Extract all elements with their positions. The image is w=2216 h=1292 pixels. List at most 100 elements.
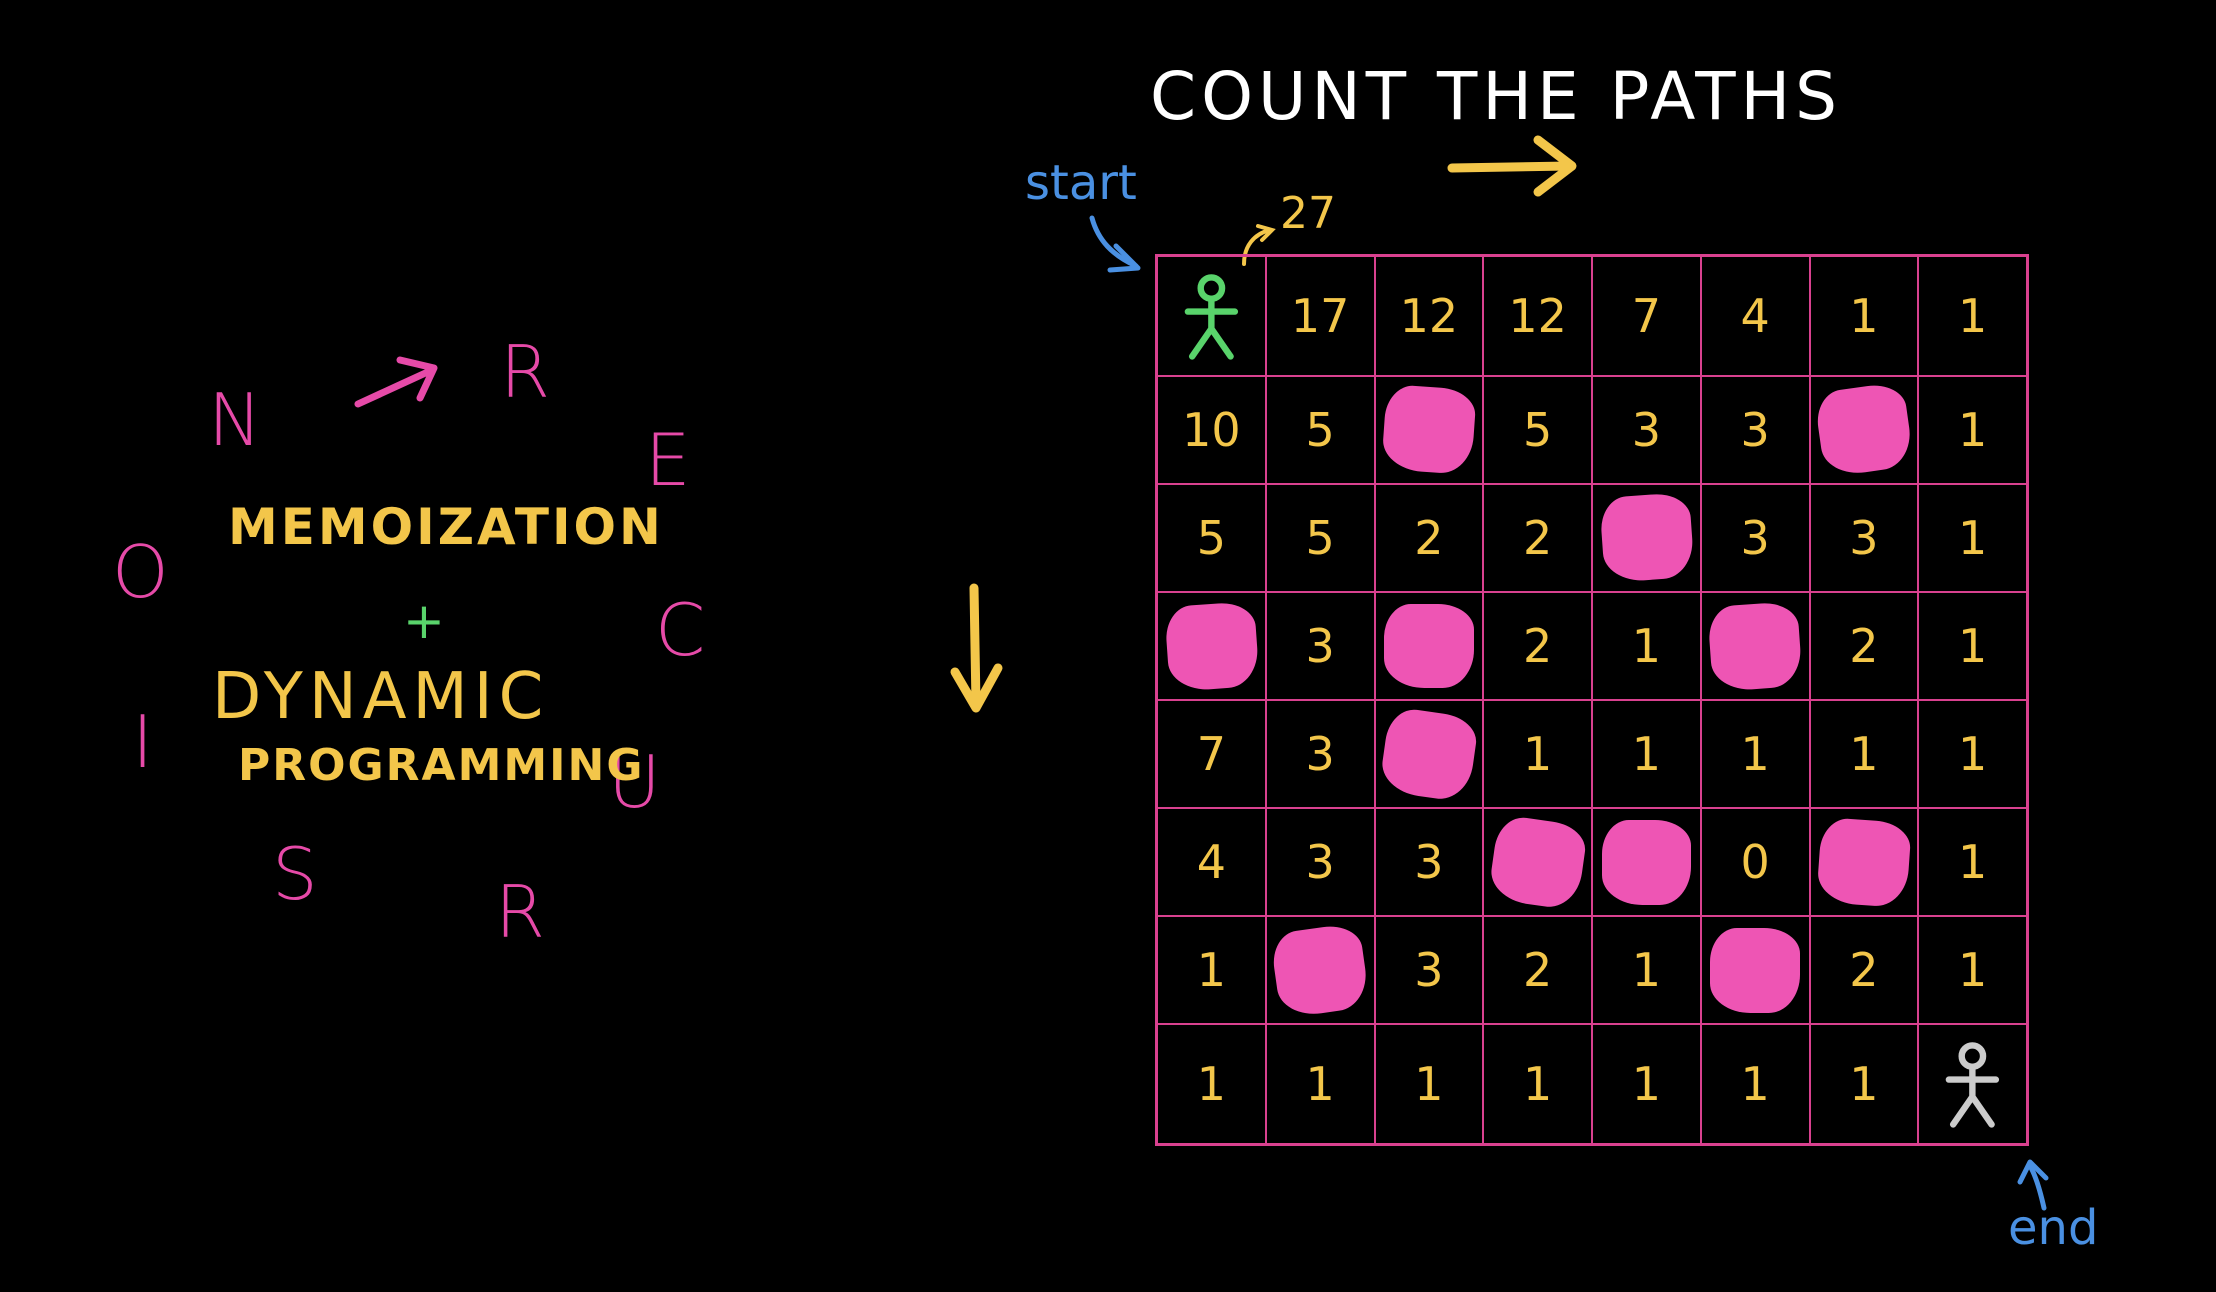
blocked-cell xyxy=(1374,375,1484,484)
ring-letter-c: C xyxy=(655,588,706,672)
path-count-value: 10 xyxy=(1182,402,1241,457)
path-count-value: 1 xyxy=(1957,943,1988,998)
path-count-value: 1 xyxy=(1631,727,1662,782)
path-count-value: 1 xyxy=(1196,943,1227,998)
path-count-value: 2 xyxy=(1849,943,1879,998)
path-count-cell: 2 xyxy=(1809,591,1919,700)
path-count-value: 1 xyxy=(1414,1057,1444,1112)
blocked-scribble xyxy=(1601,819,1692,905)
path-count-value: 1 xyxy=(1957,618,1988,673)
path-count-cell: 3 xyxy=(1265,591,1375,700)
path-count-cell: 1 xyxy=(1374,1024,1484,1144)
path-count-value: 1 xyxy=(1522,727,1553,782)
blocked-cell xyxy=(1809,375,1919,484)
path-count-value: 1 xyxy=(1196,1057,1227,1112)
path-count-cell: 1 xyxy=(1918,700,2027,809)
blocked-cell xyxy=(1700,916,1810,1025)
path-count-cell: 7 xyxy=(1592,256,1701,376)
path-count-cell: 12 xyxy=(1374,256,1484,376)
path-count-cell: 7 xyxy=(1157,700,1266,809)
path-count-value: 3 xyxy=(1631,402,1662,457)
blocked-scribble xyxy=(1816,816,1912,908)
path-count-value: 5 xyxy=(1305,510,1335,565)
path-count-value: 1 xyxy=(1957,402,1988,457)
path-count-value: 3 xyxy=(1740,402,1770,457)
start-count-label: 27 xyxy=(1280,188,1336,239)
path-count-cell: 1 xyxy=(1592,591,1701,700)
path-count-value: 1 xyxy=(1957,510,1988,565)
path-count-cell: 3 xyxy=(1265,700,1375,809)
memoization-label: MEMOIZATION xyxy=(228,498,664,556)
path-count-value: 1 xyxy=(1631,943,1662,998)
path-count-value: 4 xyxy=(1196,835,1227,890)
start-label: start xyxy=(1025,155,1137,211)
path-count-cell: 3 xyxy=(1265,808,1375,917)
path-count-cell: 2 xyxy=(1483,916,1592,1025)
blocked-scribble xyxy=(1707,600,1803,692)
blocked-cell xyxy=(1374,700,1484,809)
path-count-value: 1 xyxy=(1740,727,1770,782)
path-count-cell: 1 xyxy=(1700,700,1810,809)
path-count-cell: 1 xyxy=(1483,1024,1592,1144)
path-count-value: 1 xyxy=(1849,288,1879,343)
path-count-cell: 1 xyxy=(1918,916,2027,1025)
blocked-cell xyxy=(1265,916,1375,1025)
path-count-value: 7 xyxy=(1631,288,1662,343)
ring-letter-r-bottom: R xyxy=(495,870,546,954)
path-count-value: 1 xyxy=(1849,1057,1879,1112)
page-title: COUNT THE PATHS xyxy=(1150,58,1843,135)
end-person-icon xyxy=(1919,1025,2026,1143)
path-count-cell: 2 xyxy=(1374,483,1484,592)
blocked-scribble xyxy=(1163,600,1260,692)
path-count-cell: 1 xyxy=(1157,1024,1266,1144)
path-count-value: 3 xyxy=(1305,618,1335,673)
path-count-cell: 1 xyxy=(1918,483,2027,592)
path-count-cell: 1 xyxy=(1592,1024,1701,1144)
dynamic-label: DYNAMIC xyxy=(212,660,550,734)
path-count-value: 3 xyxy=(1849,510,1879,565)
path-count-cell: 1 xyxy=(1483,700,1592,809)
path-count-cell: 1 xyxy=(1700,1024,1810,1144)
path-count-cell: 5 xyxy=(1265,375,1375,484)
blocked-scribble xyxy=(1598,492,1695,584)
blocked-cell xyxy=(1374,591,1484,700)
path-count-value: 1 xyxy=(1957,835,1988,890)
blocked-scribble xyxy=(1487,813,1588,911)
path-count-cell: 0 xyxy=(1700,808,1810,917)
blocked-scribble xyxy=(1269,921,1371,1019)
path-count-cell: 3 xyxy=(1592,375,1701,484)
path-count-value: 0 xyxy=(1740,835,1770,890)
path-grid: 17 12 12 7 4 1 1 10 5 5 3 3 1 5 5 2 2 3 3 1 3 2 1 2 1 7 3 1 1 1 1 1 4 3 3 0… xyxy=(1155,254,2029,1146)
path-count-cell: 4 xyxy=(1700,256,1810,376)
path-count-cell: 3 xyxy=(1700,483,1810,592)
path-count-value: 1 xyxy=(1740,1057,1770,1112)
path-count-cell: 5 xyxy=(1265,483,1375,592)
end-label: end xyxy=(2008,1200,2099,1256)
path-count-value: 1 xyxy=(1305,1057,1335,1112)
blocked-cell xyxy=(1700,591,1810,700)
blocked-cell xyxy=(1592,483,1701,592)
path-count-cell: 1 xyxy=(1918,256,2027,376)
path-count-value: 3 xyxy=(1740,510,1770,565)
blocked-scribble xyxy=(1381,384,1477,476)
path-count-value: 1 xyxy=(1631,618,1662,673)
blocked-cell xyxy=(1483,808,1592,917)
blocked-scribble xyxy=(1384,603,1474,689)
path-count-cell: 10 xyxy=(1157,375,1266,484)
path-count-value: 2 xyxy=(1522,943,1553,998)
blocked-cell xyxy=(1592,808,1701,917)
start-cell xyxy=(1157,256,1266,376)
path-count-cell: 2 xyxy=(1483,483,1592,592)
path-count-cell: 4 xyxy=(1157,808,1266,917)
start-person-icon xyxy=(1158,257,1265,375)
path-count-value: 17 xyxy=(1290,288,1350,343)
path-count-cell: 5 xyxy=(1483,375,1592,484)
path-count-cell: 1 xyxy=(1265,1024,1375,1144)
path-count-value: 1 xyxy=(1957,288,1988,343)
path-count-cell: 1 xyxy=(1918,591,2027,700)
path-count-cell: 12 xyxy=(1483,256,1592,376)
path-count-cell: 1 xyxy=(1592,700,1701,809)
blocked-scribble xyxy=(1710,927,1800,1013)
path-count-value: 12 xyxy=(1399,288,1459,343)
path-count-value: 1 xyxy=(1849,727,1879,782)
